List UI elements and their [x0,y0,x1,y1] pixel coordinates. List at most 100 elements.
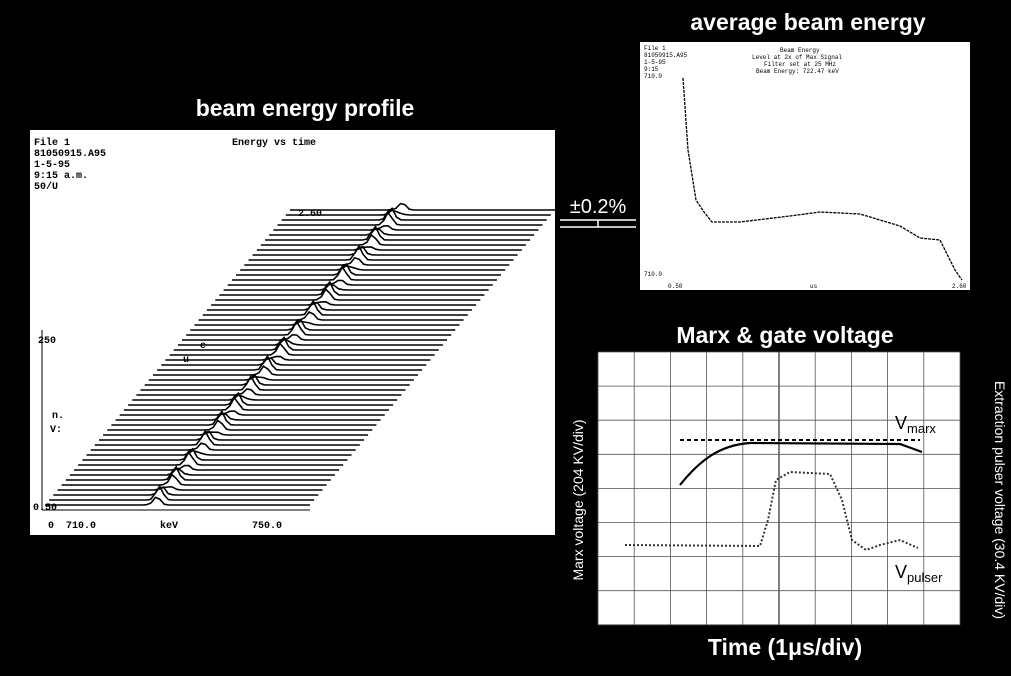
axis-label: 710.0 [66,521,96,532]
waterfall-plot [41,202,555,511]
waterfall-line [248,244,514,261]
waterfall-line [153,365,418,376]
waterfall-line [260,233,526,246]
pulser-trace [624,470,919,552]
waterfall-line [111,409,377,426]
label: 9:15 a.m. [34,171,88,182]
panel-title: average beam energy [690,9,925,35]
label: Beam Energy [780,47,820,54]
label: Level at 2x of Max Signal [752,54,842,61]
waterfall-line [211,300,477,306]
label: File 1 [34,137,70,149]
waterfall-line [132,394,398,401]
waterfall-line [173,336,439,351]
waterfall-line [53,486,319,496]
waterfall-line [206,301,472,311]
axis-label: 250 [38,336,56,347]
waterfall-line [144,374,410,386]
axis-label: us [810,283,818,290]
waterfall-line [82,447,348,461]
label: 9:15 [644,66,659,73]
waterfall-line [285,209,551,216]
waterfall-line [273,224,539,231]
waterfall-line [74,464,340,471]
waterfall-line [252,246,518,256]
waterfall-line [227,279,493,286]
waterfall-line [236,262,501,276]
waterfall-line [65,465,331,481]
waterfall-line [119,410,385,416]
y2-axis-title: Extraction pulser voltage (30.4 KV/div) [992,381,1008,619]
waterfall-line [198,310,464,321]
label: Beam Energy: 722.47 keV [756,68,839,75]
waterfall-line [169,342,435,356]
axis-label: 750.0 [252,521,282,532]
average-panel [640,42,970,290]
axis-label: 2.60 [298,209,322,220]
waterfall-line [128,391,394,406]
waterfall-line [86,449,352,456]
waterfall-line [240,264,506,271]
waterfall-line [123,396,389,411]
waterfall-line [57,486,323,491]
waterfall-line [78,450,344,466]
label: File 1 [644,45,666,52]
scope-grid [597,351,961,626]
waterfall-line [49,484,315,501]
label: 1-5-95 [34,160,70,171]
x-axis-title: Time (1μs/div) [708,634,862,660]
waterfall-line [269,227,535,236]
axis-label: 2.60 [952,283,967,290]
waterfall-line [182,333,447,341]
waterfall-line [186,319,452,336]
waterfall-line [148,375,414,381]
waterfall-line [277,211,543,226]
label: V: [50,425,62,436]
waterfall-line [281,207,547,221]
average-trace [682,77,963,281]
marx-label: Vmarx [895,413,936,436]
waterfall-line [45,496,310,506]
waterfall-line [165,355,431,361]
waterfall-line [61,473,327,486]
waterfall-line [140,374,406,391]
label: 81050915.A95 [34,149,106,160]
symbol: V [895,562,907,582]
label: u [183,355,189,366]
waterfall-line [115,412,381,421]
y-axis-title: Marx voltage (204 KV/div) [570,419,586,580]
waterfall-line [69,468,335,476]
waterfall-line [190,318,456,331]
waterfall-line [177,338,443,346]
panel-title: beam energy profile [196,95,415,121]
pulser-label: Vpulser [895,562,943,585]
label: e [200,341,206,352]
waterfall-line [202,299,468,316]
label: 81050915.A95 [644,52,688,59]
waterfall-line [219,280,485,296]
axis-label: 0.50 [668,283,683,290]
axis-label: 0.50 [33,503,57,514]
marx-trace [679,441,923,486]
waterfall-line [107,419,373,431]
waterfall-line [290,202,555,211]
subscript: pulser [907,570,943,585]
tolerance: ±0.2% [570,196,627,218]
waterfall-line [231,265,497,281]
plot-title: Energy vs time [232,137,316,149]
waterfall-line [244,256,510,266]
label: 710.0 [644,73,662,80]
axis-label: 0 [48,521,54,532]
symbol: V [895,413,907,433]
profile-panel [30,130,555,535]
panel-title: Marx & gate voltage [676,322,893,348]
label: 1-5-95 [644,59,666,66]
waterfall-line [99,430,364,441]
waterfall-line [194,320,460,326]
subscript: marx [907,421,936,436]
axis-label: keV [160,520,178,532]
waterfall-line [265,225,531,241]
waterfall-line [223,283,489,291]
waterfall-line [157,354,423,371]
